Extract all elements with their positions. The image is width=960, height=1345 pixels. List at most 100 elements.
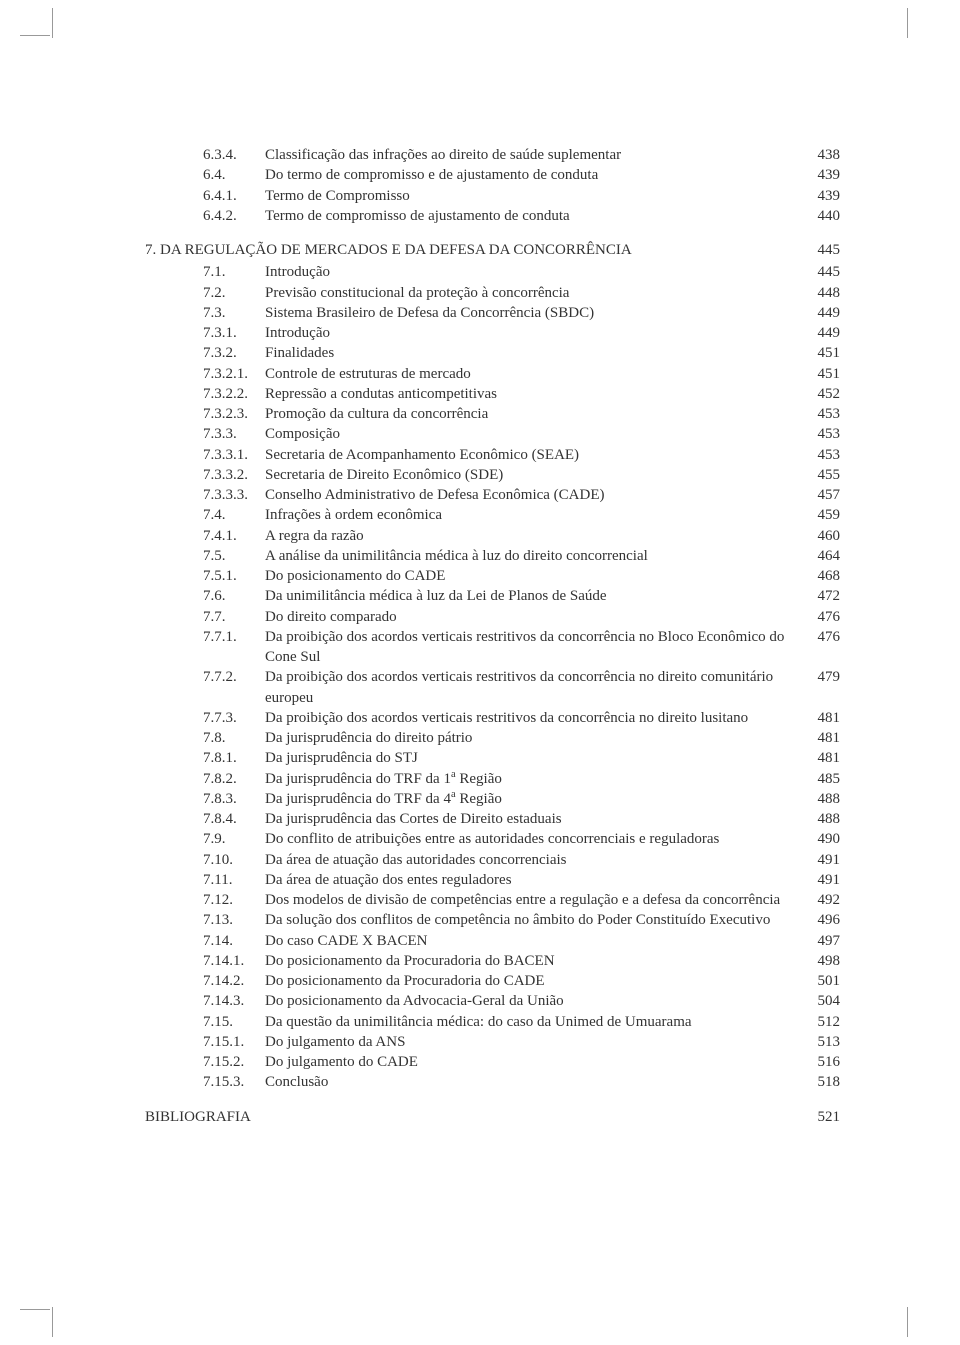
toc-title: Termo de compromisso de ajustamento de c… xyxy=(265,206,800,226)
toc-page: 438 xyxy=(800,145,840,165)
toc-number: 7.10. xyxy=(203,850,265,870)
toc-row: 7.3.1.Introdução449 xyxy=(145,323,840,343)
toc-number: 7.11. xyxy=(203,870,265,890)
toc-title: Da proibição dos acordos verticais restr… xyxy=(265,708,800,728)
toc-title: Do posicionamento da Procuradoria do BAC… xyxy=(265,951,800,971)
toc-number: 7.8.4. xyxy=(203,809,265,829)
toc-row: 7.15.2.Do julgamento do CADE516 xyxy=(145,1052,840,1072)
toc-title: Do julgamento do CADE xyxy=(265,1052,800,1072)
toc-row: 7.8.2.Da jurisprudência do TRF da 1a Reg… xyxy=(145,769,840,789)
toc-page: 448 xyxy=(800,283,840,303)
toc-page: 491 xyxy=(800,870,840,890)
toc-title: Introdução xyxy=(265,323,800,343)
toc-row: 7.8.4.Da jurisprudência das Cortes de Di… xyxy=(145,809,840,829)
toc-title: Da jurisprudência do STJ xyxy=(265,748,800,768)
toc-page: 496 xyxy=(800,910,840,930)
toc-title: Classificação das infrações ao direito d… xyxy=(265,145,800,165)
toc-row: 6.3.4.Classificação das infrações ao dir… xyxy=(145,145,840,165)
toc-page: 488 xyxy=(800,789,840,809)
toc-number: 7.3.3.2. xyxy=(203,465,265,485)
toc-title: Dos modelos de divisão de competências e… xyxy=(265,890,800,910)
toc-page: 504 xyxy=(800,991,840,1011)
chapter-title: 7. DA REGULAÇÃO DE MERCADOS E DA DEFESA … xyxy=(145,240,800,260)
toc-page: 481 xyxy=(800,748,840,768)
toc-row: 7.3.2.2.Repressão a condutas anticompeti… xyxy=(145,384,840,404)
toc-title: Repressão a condutas anticompetitivas xyxy=(265,384,800,404)
toc-page: 459 xyxy=(800,505,840,525)
toc-title: Finalidades xyxy=(265,343,800,363)
toc-number: 7.3.2. xyxy=(203,343,265,363)
toc-number: 7.7.2. xyxy=(203,667,265,687)
toc-title: Do posicionamento da Procuradoria do CAD… xyxy=(265,971,800,991)
toc-row: 7.3.3.Composição453 xyxy=(145,424,840,444)
toc-number: 7.3.2.2. xyxy=(203,384,265,404)
toc-title: A regra da razão xyxy=(265,526,800,546)
toc-page: 451 xyxy=(800,364,840,384)
toc-title: Promoção da cultura da concorrência xyxy=(265,404,800,424)
toc-number: 7.12. xyxy=(203,890,265,910)
toc-title: Controle de estruturas de mercado xyxy=(265,364,800,384)
toc-page: 479 xyxy=(800,667,840,687)
toc-page: 453 xyxy=(800,404,840,424)
toc-number: 7.3.3. xyxy=(203,424,265,444)
toc-page: 449 xyxy=(800,323,840,343)
toc-title: Da unimilitância médica à luz da Lei de … xyxy=(265,586,800,606)
toc-row: 6.4.1.Termo de Compromisso439 xyxy=(145,186,840,206)
toc-page: 453 xyxy=(800,445,840,465)
toc-row: 7.3.Sistema Brasileiro de Defesa da Conc… xyxy=(145,303,840,323)
toc-title: A análise da unimilitância médica à luz … xyxy=(265,546,800,566)
toc-number: 7.15.2. xyxy=(203,1052,265,1072)
bibliography-title: BIBLIOGRAFIA xyxy=(145,1107,800,1127)
toc-page: 445 xyxy=(800,262,840,282)
toc-row: 7.10.Da área de atuação das autoridades … xyxy=(145,850,840,870)
toc-number: 6.4.2. xyxy=(203,206,265,226)
toc-row: 7.1.Introdução445 xyxy=(145,262,840,282)
toc-row: 7.3.3.2.Secretaria de Direito Econômico … xyxy=(145,465,840,485)
toc-page: 476 xyxy=(800,607,840,627)
toc-number: 7.7.1. xyxy=(203,627,265,647)
toc-row: 7.3.3.3.Conselho Administrativo de Defes… xyxy=(145,485,840,505)
toc-page: 485 xyxy=(800,769,840,789)
toc-page: 472 xyxy=(800,586,840,606)
toc-title: Do posicionamento da Advocacia-Geral da … xyxy=(265,991,800,1011)
toc-page: 481 xyxy=(800,708,840,728)
toc-number: 7.3.3.3. xyxy=(203,485,265,505)
toc-number: 7.3. xyxy=(203,303,265,323)
toc-number: 7.15. xyxy=(203,1012,265,1032)
toc-number: 7.6. xyxy=(203,586,265,606)
toc-number: 7.9. xyxy=(203,829,265,849)
toc-page: 452 xyxy=(800,384,840,404)
chapter-page: 445 xyxy=(800,240,840,260)
toc-number: 7.14.2. xyxy=(203,971,265,991)
toc-title: Da área de atuação dos entes reguladores xyxy=(265,870,800,890)
toc-row: 7.8.Da jurisprudência do direito pátrio4… xyxy=(145,728,840,748)
toc-number: 7.3.2.3. xyxy=(203,404,265,424)
toc-number: 7.4. xyxy=(203,505,265,525)
toc-number: 7.15.3. xyxy=(203,1072,265,1092)
toc-number: 7.5.1. xyxy=(203,566,265,586)
toc-row: 7.14.Do caso CADE X BACEN497 xyxy=(145,931,840,951)
toc-page: 501 xyxy=(800,971,840,991)
toc-title: Conselho Administrativo de Defesa Econôm… xyxy=(265,485,800,505)
toc-row: 7.7.Do direito comparado476 xyxy=(145,607,840,627)
toc-second-block: 7.1.Introdução4457.2.Previsão constituci… xyxy=(145,262,840,1092)
toc-title: Do julgamento da ANS xyxy=(265,1032,800,1052)
toc-page: 464 xyxy=(800,546,840,566)
toc-number: 7.14.1. xyxy=(203,951,265,971)
toc-row: 7.11.Da área de atuação dos entes regula… xyxy=(145,870,840,890)
toc-number: 7.13. xyxy=(203,910,265,930)
toc-number: 7.3.2.1. xyxy=(203,364,265,384)
toc-number: 7.4.1. xyxy=(203,526,265,546)
toc-title: Da jurisprudência do TRF da 4a Região xyxy=(265,789,800,809)
toc-page: 490 xyxy=(800,829,840,849)
bibliography-page: 521 xyxy=(800,1107,840,1127)
toc-row: 7.5.A análise da unimilitância médica à … xyxy=(145,546,840,566)
toc-title: Do conflito de atribuições entre as auto… xyxy=(265,829,800,849)
toc-number: 6.3.4. xyxy=(203,145,265,165)
toc-page: 439 xyxy=(800,165,840,185)
toc-row: 7.3.2.Finalidades451 xyxy=(145,343,840,363)
toc-page: 481 xyxy=(800,728,840,748)
chapter-heading-row: 7. DA REGULAÇÃO DE MERCADOS E DA DEFESA … xyxy=(145,240,840,260)
toc-page: 439 xyxy=(800,186,840,206)
toc-row: 7.15.1.Do julgamento da ANS513 xyxy=(145,1032,840,1052)
